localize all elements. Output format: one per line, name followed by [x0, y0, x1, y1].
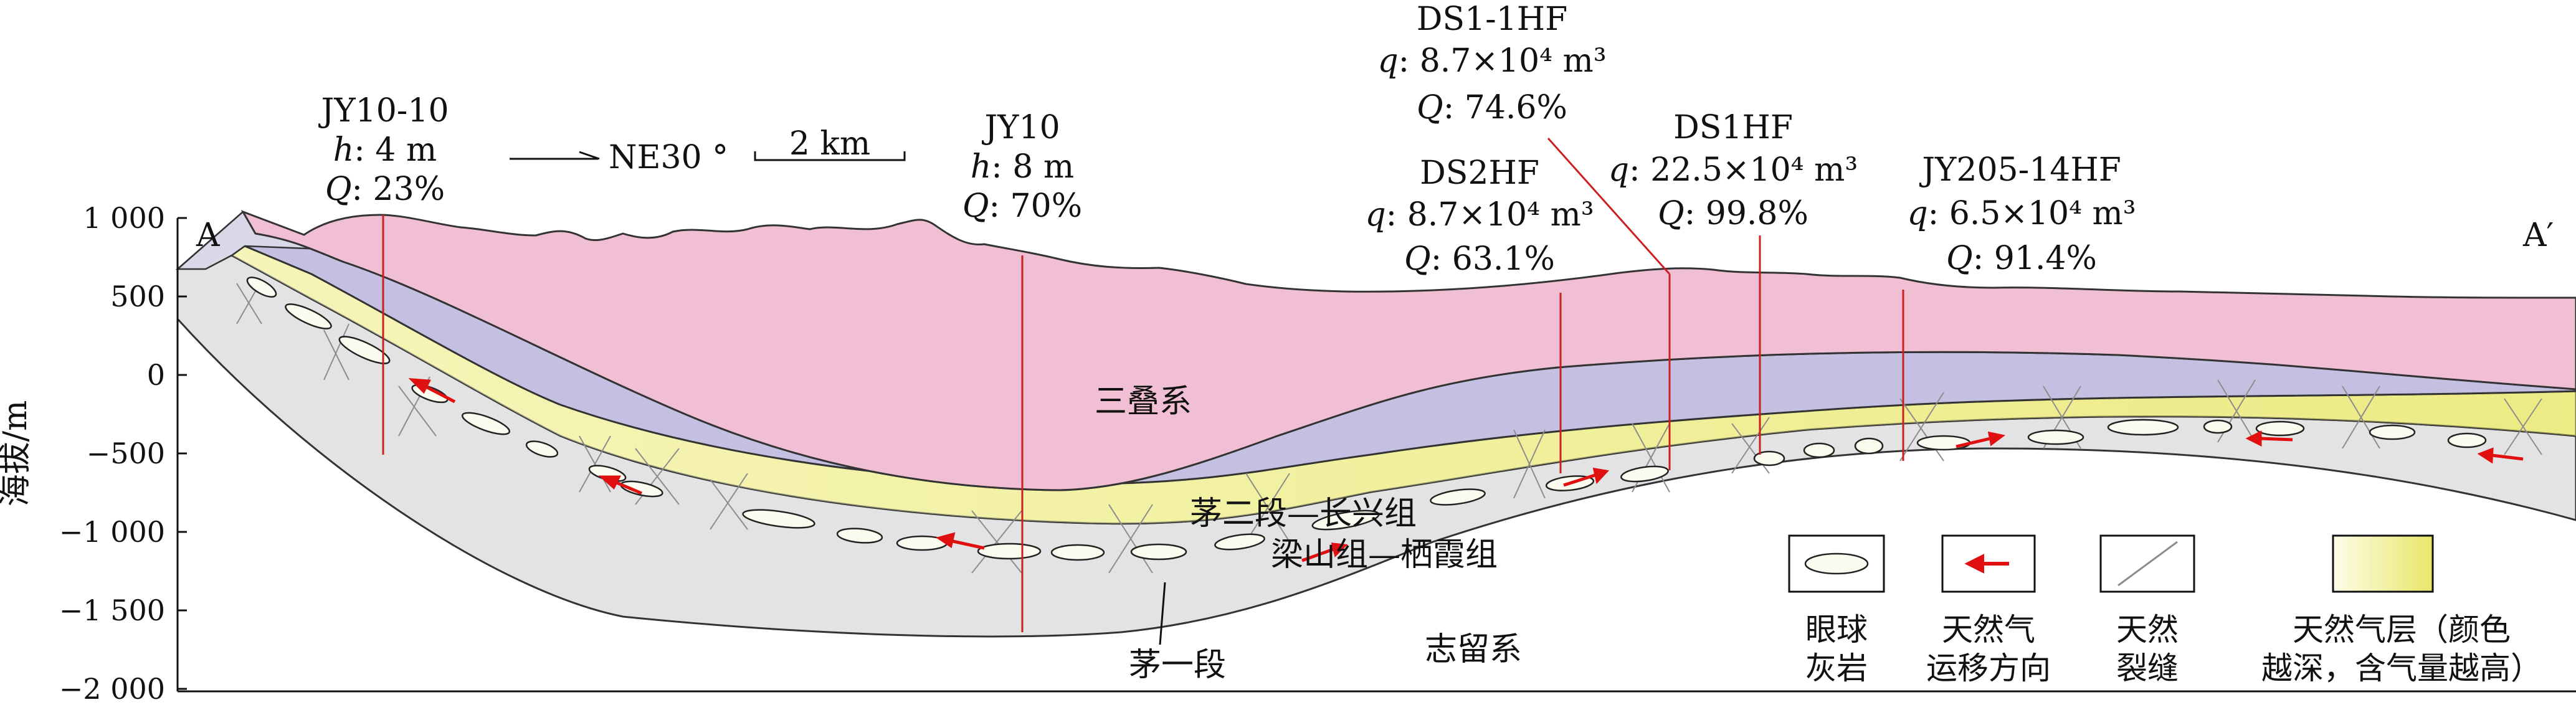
- scale-bar-label: 2 km: [789, 125, 870, 163]
- y-tick-label: −2 000: [59, 672, 165, 706]
- svg-text:Q: 91.4%: Q: 91.4%: [1946, 240, 2097, 277]
- y-tick-labels: 1 000 500 0 −500 −1 000 −1 500 −2 000: [59, 201, 165, 706]
- well-param-value: : 8.7×10⁴ m³: [1399, 42, 1607, 80]
- svg-text:h: 4 m: h: 4 m: [333, 131, 437, 169]
- well-name: JY205-14HF: [1919, 151, 2121, 189]
- well-name: JY10-10: [318, 92, 449, 130]
- well-param-value: : 70%: [989, 187, 1083, 225]
- well-param-value: : 22.5×10⁴ m³: [1629, 151, 1858, 189]
- legend-label: 天然气: [1942, 612, 2035, 648]
- svg-text:h: 8 m: h: 8 m: [971, 148, 1074, 186]
- well-param-value: : 63.1%: [1431, 240, 1555, 278]
- scale-bar: [754, 151, 906, 161]
- mao1-leader: [1159, 582, 1166, 645]
- augen-limestone-lenses: [246, 277, 2487, 561]
- svg-text:Q: 70%: Q: 70%: [962, 187, 1082, 225]
- svg-text:q: 22.5×10⁴ m³: q: 22.5×10⁴ m³: [1609, 151, 1858, 189]
- well-label-ds1-1hf: DS1-1HF q: 8.7×10⁴ m³ Q: 74.6%: [1377, 1, 1606, 126]
- well-param-symbol: Q: [325, 171, 352, 208]
- well-name: DS1-1HF: [1417, 1, 1567, 38]
- well-param-symbol: Q: [1946, 240, 1973, 277]
- well-label-jy10-10: JY10-10 h: 4 m Q: 23%: [318, 92, 449, 208]
- svg-text:Q: 23%: Q: 23%: [325, 171, 445, 208]
- well-param-symbol: q: [1907, 195, 1927, 232]
- well-param-symbol: q: [1609, 151, 1629, 189]
- legend-label: 天然气层（颜色: [2293, 612, 2511, 648]
- legend-label: 越深，含气量越高）: [2261, 650, 2542, 686]
- well-param-symbol: Q: [1658, 195, 1685, 232]
- well-param-value: : 99.8%: [1685, 195, 1808, 232]
- legend-arrow-icon: [1964, 554, 2009, 574]
- legend-label: 运移方向: [1926, 650, 2051, 686]
- well-name: DS2HF: [1420, 154, 1539, 192]
- well-label-jy205-14hf: JY205-14HF q: 6.5×10⁴ m³ Q: 91.4%: [1907, 151, 2136, 277]
- y-axis: [176, 217, 2576, 693]
- well-param-value: : 8.7×10⁴ m³: [1386, 196, 1594, 234]
- svg-text:q: 8.7×10⁴ m³: q: 8.7×10⁴ m³: [1365, 196, 1594, 234]
- formation-label-mao1: 茅一段: [1129, 647, 1226, 684]
- well-lines: [382, 137, 1904, 632]
- well-param-value: : 8 m: [991, 148, 1074, 186]
- svg-text:q: 6.5×10⁴ m³: q: 6.5×10⁴ m³: [1907, 195, 2136, 232]
- formation-label-silurian: 志留系: [1425, 631, 1522, 668]
- y-tick-label: −1 500: [59, 594, 165, 627]
- legend-fracture-icon: [2117, 541, 2178, 587]
- gas-migration-arrows: [408, 377, 2524, 562]
- legend-label: 天然: [2116, 612, 2179, 648]
- y-tick-label: 500: [110, 280, 165, 313]
- well-param-symbol: h: [333, 131, 354, 169]
- formation-label-changxing: 茅二段—长兴组: [1190, 495, 1417, 533]
- well-param-symbol: Q: [1417, 89, 1443, 126]
- well-param-symbol: Q: [962, 187, 989, 225]
- y-tick-label: 1 000: [83, 201, 165, 235]
- legend-label: 灰岩: [1805, 650, 1868, 686]
- well-param-value: : 91.4%: [1973, 240, 2097, 277]
- well-label-jy10: JY10 h: 8 m Q: 70%: [962, 109, 1082, 225]
- legend-label: 裂缝: [2116, 650, 2179, 686]
- legend: 眼球 灰岩 天然气 运移方向 天然 裂缝 天然气层（颜色 越深，含气量越高）: [1788, 534, 2542, 686]
- svg-text:Q: 74.6%: Q: 74.6%: [1417, 89, 1567, 126]
- well-param-symbol: q: [1365, 196, 1385, 234]
- svg-text:Q: 63.1%: Q: 63.1%: [1404, 240, 1555, 278]
- compass-arrow: [510, 151, 600, 160]
- well-param-value: : 23%: [352, 171, 445, 208]
- endpoint-a: A: [196, 217, 221, 254]
- y-axis-label: 海拔/m: [0, 400, 34, 507]
- formation-label-triassic: 三叠系: [1095, 383, 1192, 420]
- compass-label: NE30 °: [609, 139, 728, 176]
- well-param-value: : 6.5×10⁴ m³: [1928, 195, 2136, 232]
- y-tick-label: −500: [87, 437, 165, 470]
- endpoint-a-prime: A′: [2522, 217, 2554, 254]
- y-tick-label: 0: [147, 358, 165, 392]
- formation-label-qixia: 梁山组—栖霞组: [1271, 536, 1498, 574]
- legend-gas-icon: [2332, 534, 2434, 593]
- leader-ds1-1hf: [1547, 137, 1671, 275]
- well-label-ds2hf: DS2HF q: 8.7×10⁴ m³ Q: 63.1%: [1365, 154, 1594, 278]
- well-name: DS1HF: [1673, 109, 1793, 146]
- well-label-ds1hf: DS1HF q: 22.5×10⁴ m³ Q: 99.8%: [1609, 109, 1858, 232]
- layer-triassic: [240, 210, 2576, 491]
- well-param-symbol: Q: [1404, 240, 1431, 278]
- well-param-value: : 74.6%: [1443, 89, 1567, 126]
- well-param-value: : 4 m: [354, 131, 437, 169]
- svg-text:q: 8.7×10⁴ m³: q: 8.7×10⁴ m³: [1377, 42, 1606, 80]
- y-tick-label: −1 000: [59, 515, 165, 549]
- well-param-symbol: h: [971, 148, 992, 186]
- well-name: JY10: [981, 109, 1060, 146]
- well-param-symbol: q: [1377, 42, 1398, 80]
- legend-label: 眼球: [1805, 612, 1868, 648]
- svg-text:Q: 99.8%: Q: 99.8%: [1658, 195, 1808, 232]
- legend-augen-icon: [1804, 552, 1869, 575]
